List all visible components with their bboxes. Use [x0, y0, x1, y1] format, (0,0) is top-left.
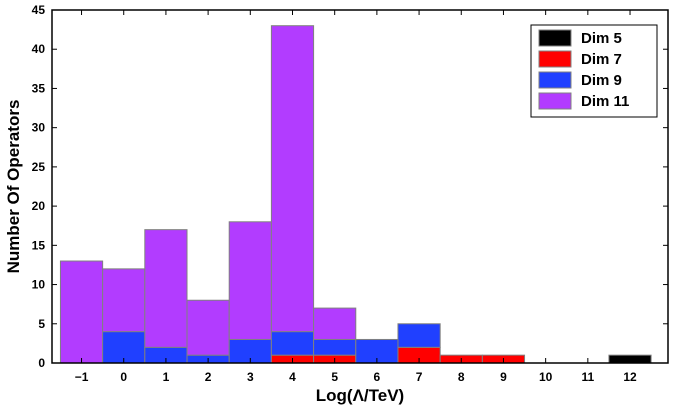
- y-tick-label: 35: [32, 81, 46, 95]
- x-tick-label: 6: [374, 370, 381, 384]
- x-tick-label: 7: [416, 370, 423, 384]
- x-tick-label: −1: [75, 370, 89, 384]
- bar-dim-11-1: [144, 229, 188, 348]
- x-tick-label: 8: [458, 370, 465, 384]
- y-tick-label: 15: [32, 238, 46, 252]
- bar-dim-11-5: [313, 307, 357, 340]
- y-tick-label: 20: [32, 199, 46, 213]
- x-tick-label: 11: [581, 370, 594, 384]
- x-tick-label: 12: [623, 370, 637, 384]
- bar-dim-11-minus1: [59, 260, 104, 364]
- bar-dim-11-3: [228, 221, 272, 340]
- bars-group: [59, 25, 652, 364]
- x-tick-label: 10: [539, 370, 553, 384]
- y-tick-label: 10: [32, 278, 46, 292]
- legend-label-dim-11: Dim 11: [581, 93, 629, 110]
- legend-label-dim-7: Dim 7: [581, 51, 622, 68]
- y-tick-label: 45: [32, 3, 46, 17]
- x-tick-label: 1: [163, 370, 170, 384]
- bar-dim-9-0: [102, 331, 146, 364]
- bar-dim-11-0: [102, 268, 146, 333]
- bar-dim-9-4: [270, 331, 315, 356]
- legend-label-dim-9: Dim 9: [581, 72, 622, 89]
- y-tick-label: 5: [38, 317, 45, 331]
- bar-dim-9-5: [313, 338, 357, 356]
- x-axis-label: Log(Λ/TeV): [316, 386, 404, 405]
- x-tick-label: 0: [120, 370, 127, 384]
- legend-swatch-dim-5: [538, 29, 572, 47]
- bar-dim-11-2: [186, 299, 230, 356]
- legend-swatch-dim-11: [538, 92, 572, 110]
- x-tick-label: 3: [247, 370, 254, 384]
- bar-dim-11-4: [270, 25, 315, 333]
- y-axis: 0 5 10 15 20 25 30 35 40 45: [32, 3, 668, 370]
- y-tick-label: 30: [32, 121, 46, 135]
- legend-swatch-dim-9: [538, 71, 572, 89]
- x-axis: −1 0 1 2 3 4 5 6 7 8 9 10 11 12: [75, 10, 637, 384]
- y-tick-label: 40: [32, 42, 46, 56]
- legend: Dim 5 Dim 7 Dim 9 Dim 11: [530, 24, 658, 118]
- x-tick-label: 5: [331, 370, 338, 384]
- y-axis-label: Number Of Operators: [4, 100, 23, 274]
- y-tick-label: 0: [38, 356, 45, 370]
- y-tick-label: 25: [32, 160, 46, 174]
- x-tick-label: 2: [205, 370, 212, 384]
- x-tick-label: 4: [289, 370, 296, 384]
- plot-frame: [51, 9, 669, 364]
- legend-swatch-dim-7: [538, 50, 572, 68]
- x-tick-label: 9: [500, 370, 507, 384]
- bar-dim-9-7: [397, 323, 441, 348]
- legend-label-dim-5: Dim 5: [581, 30, 622, 47]
